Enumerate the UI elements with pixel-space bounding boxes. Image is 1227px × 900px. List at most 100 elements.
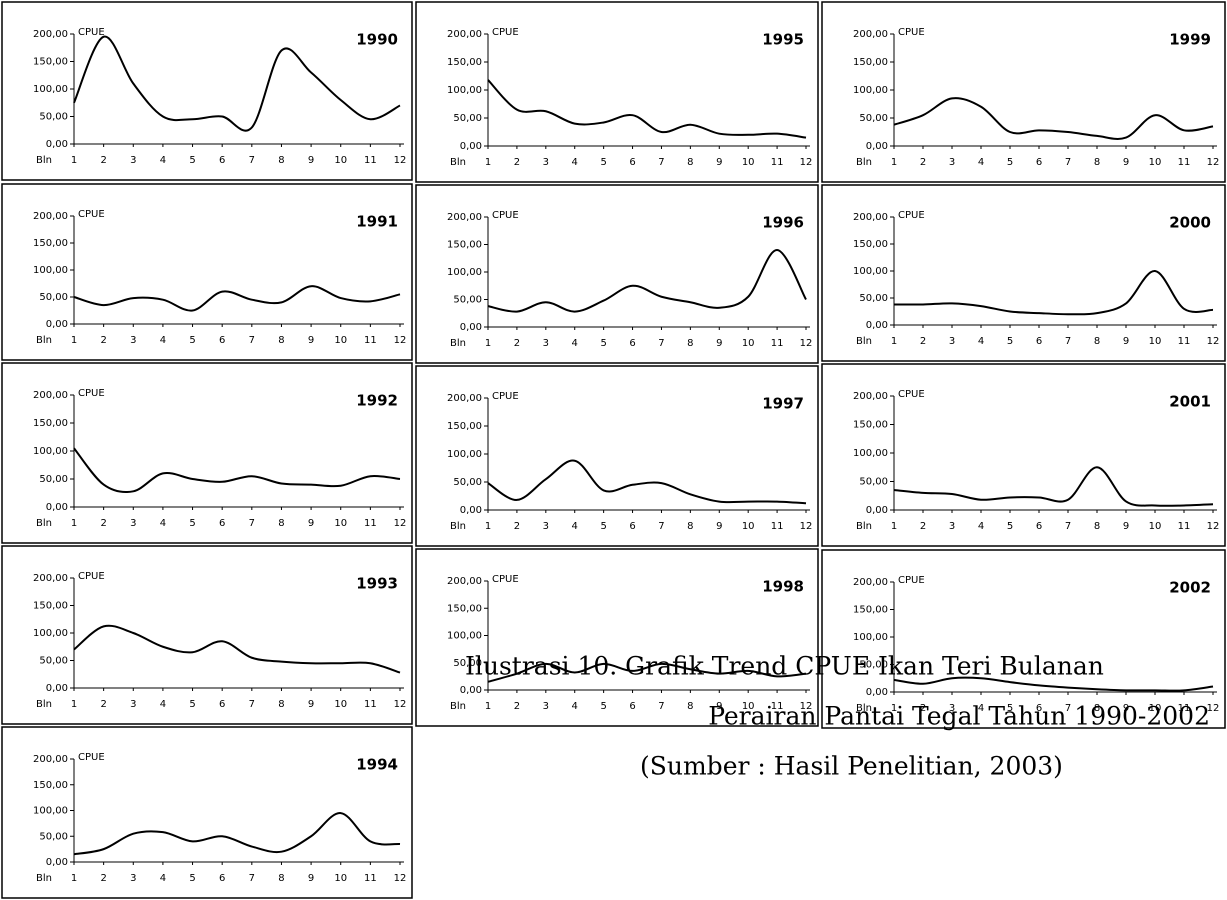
y-tick-label: 0,00 <box>460 505 482 516</box>
x-tick-label: 5 <box>600 157 606 168</box>
x-tick-label: 6 <box>219 518 225 529</box>
x-axis-label: Bln <box>36 699 52 710</box>
y-tick-label: 200,00 <box>447 29 482 40</box>
x-tick-label: 10 <box>334 518 347 529</box>
x-axis-label: Bln <box>36 518 52 529</box>
x-tick-label: 1 <box>891 703 897 714</box>
x-tick-label: 6 <box>629 338 635 349</box>
y-tick-label: 50,00 <box>39 656 68 667</box>
x-tick-label: 5 <box>600 701 606 712</box>
x-tick-label: 7 <box>249 518 255 529</box>
cpue-line <box>893 97 1214 140</box>
x-tick-label: 2 <box>100 699 106 710</box>
x-tick-label: 4 <box>978 157 984 168</box>
x-tick-label: 11 <box>1178 703 1191 714</box>
y-tick-label: 100,00 <box>447 449 482 460</box>
x-tick-label: 4 <box>572 338 578 349</box>
x-tick-label: 9 <box>1123 157 1129 168</box>
y-axis-label: CPUE <box>78 27 105 38</box>
x-tick-label: 6 <box>1036 336 1042 347</box>
x-tick-label: 9 <box>308 873 314 884</box>
x-tick-label: 11 <box>364 699 377 710</box>
y-tick-label: 0,00 <box>460 685 482 696</box>
x-tick-label: 5 <box>1007 703 1013 714</box>
x-tick-label: 12 <box>1207 703 1220 714</box>
y-tick-label: 100,00 <box>853 632 888 643</box>
x-tick-label: 3 <box>543 701 549 712</box>
x-tick-label: 11 <box>364 873 377 884</box>
panel-frame <box>1 1 413 181</box>
chart-title: 1996 <box>762 214 804 232</box>
y-axis-label: CPUE <box>898 575 925 586</box>
x-tick-label: 8 <box>687 521 693 532</box>
x-tick-label: 5 <box>1007 157 1013 168</box>
panel-frame <box>1 362 413 544</box>
x-tick-label: 2 <box>514 157 520 168</box>
x-tick-label: 2 <box>514 338 520 349</box>
panel-frame <box>1 726 413 899</box>
x-tick-label: 4 <box>160 518 166 529</box>
y-tick-label: 0,00 <box>460 322 482 333</box>
cpue-line <box>893 676 1214 692</box>
x-tick-label: 11 <box>364 518 377 529</box>
x-tick-label: 11 <box>1178 157 1191 168</box>
y-tick-label: 50,00 <box>39 831 68 842</box>
x-tick-label: 11 <box>364 155 377 166</box>
cpue-line <box>893 466 1214 507</box>
cpue-line <box>893 270 1214 316</box>
x-tick-label: 8 <box>1094 521 1100 532</box>
x-tick-label: 9 <box>716 157 722 168</box>
x-tick-label: 7 <box>1065 157 1071 168</box>
y-tick-label: 100,00 <box>33 265 68 276</box>
x-tick-label: 10 <box>742 521 755 532</box>
y-tick-label: 200,00 <box>853 577 888 588</box>
panel-frame <box>821 363 1226 547</box>
x-tick-label: 10 <box>1149 703 1162 714</box>
x-tick-label: 8 <box>278 518 284 529</box>
x-tick-label: 7 <box>249 155 255 166</box>
x-tick-label: 12 <box>394 335 407 346</box>
x-tick-label: 6 <box>219 335 225 346</box>
x-tick-label: 4 <box>160 699 166 710</box>
x-tick-label: 8 <box>278 873 284 884</box>
x-tick-label: 11 <box>771 338 784 349</box>
y-axis-label: CPUE <box>78 752 105 763</box>
x-tick-label: 6 <box>1036 521 1042 532</box>
x-tick-label: 1 <box>485 338 491 349</box>
x-axis-label: Bln <box>856 521 872 532</box>
chart-title: 1999 <box>1169 31 1211 49</box>
x-axis-label: Bln <box>856 703 872 714</box>
x-tick-label: 12 <box>1207 521 1220 532</box>
x-tick-label: 3 <box>543 521 549 532</box>
panel-frame <box>821 549 1226 729</box>
y-tick-label: 100,00 <box>33 806 68 817</box>
chart-title: 2000 <box>1169 214 1211 232</box>
x-tick-label: 9 <box>308 518 314 529</box>
y-tick-label: 150,00 <box>33 418 68 429</box>
y-axis-label: CPUE <box>898 27 925 38</box>
y-tick-label: 150,00 <box>447 603 482 614</box>
y-tick-label: 200,00 <box>33 211 68 222</box>
y-tick-label: 50,00 <box>453 658 482 669</box>
x-axis-label: Bln <box>36 155 52 166</box>
x-tick-label: 11 <box>771 157 784 168</box>
chart-title: 2002 <box>1169 579 1211 597</box>
y-tick-label: 200,00 <box>33 29 68 40</box>
x-tick-label: 9 <box>308 699 314 710</box>
x-axis-label: Bln <box>36 873 52 884</box>
x-tick-label: 1 <box>891 521 897 532</box>
x-tick-label: 10 <box>1149 336 1162 347</box>
x-tick-label: 5 <box>1007 336 1013 347</box>
x-tick-label: 6 <box>219 155 225 166</box>
x-tick-label: 7 <box>249 335 255 346</box>
x-tick-label: 7 <box>658 157 664 168</box>
x-tick-label: 1 <box>485 521 491 532</box>
x-tick-label: 4 <box>572 521 578 532</box>
x-tick-label: 2 <box>100 873 106 884</box>
panel-frame <box>415 184 819 364</box>
x-tick-label: 9 <box>716 521 722 532</box>
caption-line: (Sumber : Hasil Penelitian, 2003) <box>640 752 1063 781</box>
x-tick-label: 3 <box>543 157 549 168</box>
y-tick-label: 0,00 <box>866 505 888 516</box>
